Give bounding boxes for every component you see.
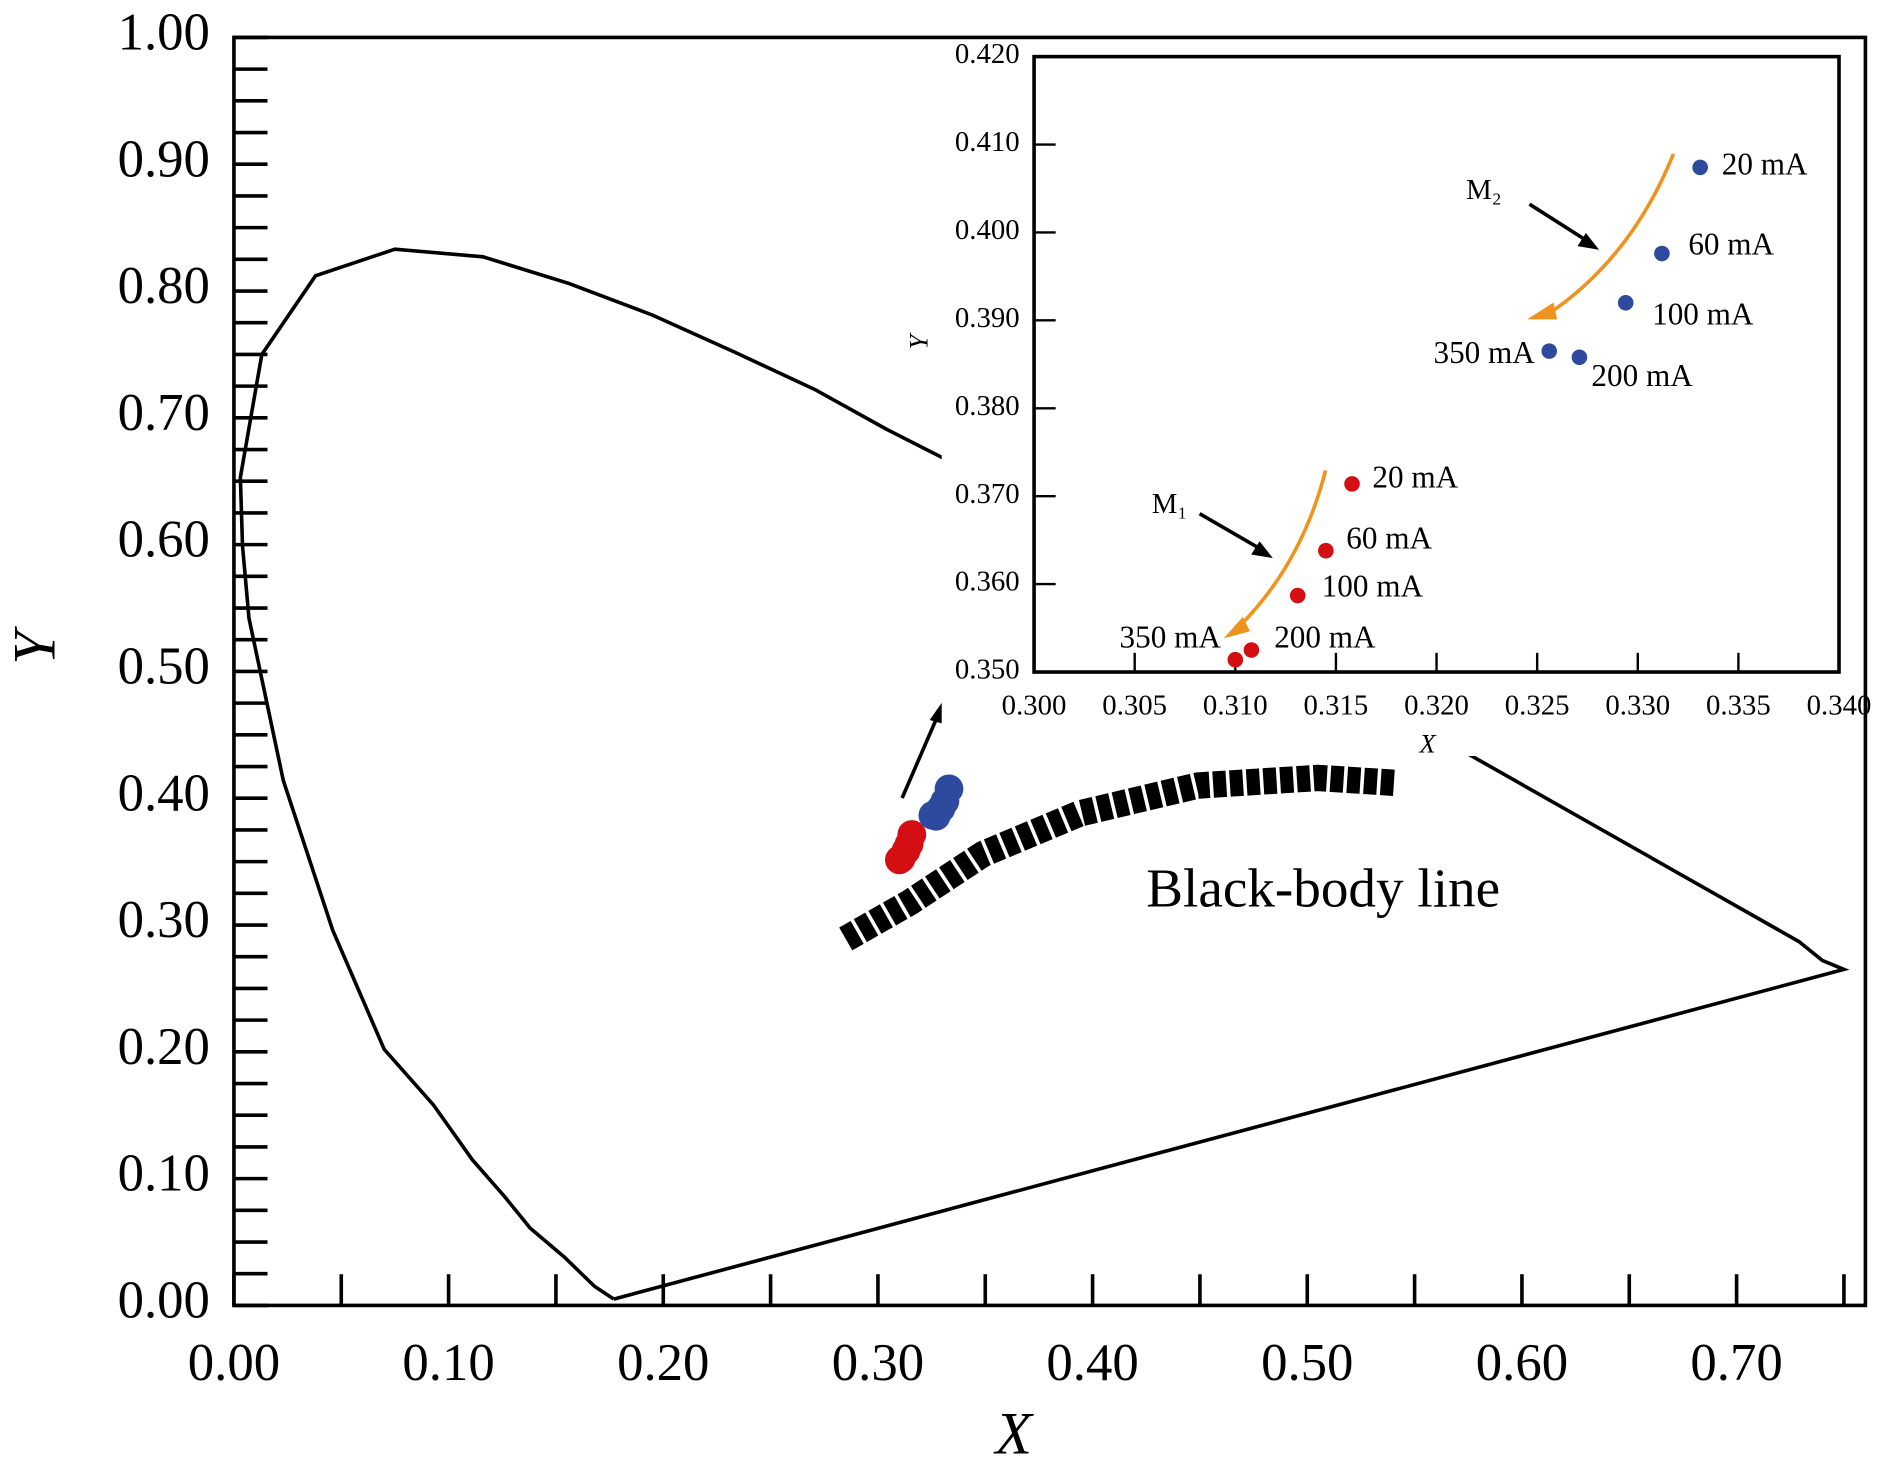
y-tick-label: 0.40 (118, 764, 210, 822)
inset-point (1243, 642, 1260, 658)
inset-point (1227, 651, 1244, 668)
name-pointer-head (1251, 541, 1273, 559)
inset-x-axis-label: X (1418, 728, 1436, 758)
series-name: M₂ (1466, 174, 1502, 206)
name-pointer (1198, 512, 1261, 551)
main-point (918, 800, 948, 830)
black-body-label: Black-body line (1146, 858, 1500, 919)
point-label: 20 mA (1722, 147, 1808, 182)
inset-y-tick-label: 0.380 (955, 390, 1020, 422)
point-label: 350 mA (1120, 620, 1222, 655)
trend-arrowhead (1527, 302, 1558, 320)
y-tick-label: 0.10 (118, 1145, 210, 1203)
trend-arrowhead (1223, 616, 1251, 639)
y-tick-label: 0.50 (118, 638, 210, 696)
point-label: 100 mA (1652, 296, 1754, 331)
inset-x-tick-label: 0.315 (1304, 690, 1369, 722)
inset-x-tick-label: 0.320 (1404, 690, 1469, 722)
inset-x-tick-label: 0.305 (1102, 690, 1167, 722)
inset-plot: 0.300 0.305 0.310 0.315 0.320 0.325 0.330 0.335… (903, 38, 1871, 758)
inset-point (1617, 294, 1634, 311)
point-label: 200 mA (1274, 620, 1376, 655)
name-pointer-head (1577, 232, 1600, 250)
inset-point (1289, 587, 1306, 604)
y-tick-label: 0.90 (118, 130, 210, 188)
point-label: 20 mA (1372, 459, 1458, 494)
name-pointer (1528, 202, 1587, 242)
inset-point (1344, 476, 1360, 492)
point-label: 200 mA (1591, 358, 1693, 393)
inset-point (1692, 159, 1708, 176)
y-tick-label: 0.30 (118, 891, 210, 949)
y-tick-label: 0.60 (118, 511, 210, 569)
y-axis-label: Y (2, 626, 68, 665)
inset-x-tick-label: 0.335 (1706, 690, 1771, 722)
main-plot: Black-body line 0.00 0.10 0.20 0.30 0.40 0.50 0… (2, 4, 1868, 1467)
inset-point (1571, 349, 1588, 366)
y-tick-label: 1.00 (118, 4, 210, 62)
point-label: 60 mA (1346, 520, 1432, 555)
inset-y-tick-label: 0.370 (955, 478, 1020, 510)
point-label: 350 mA (1433, 335, 1535, 370)
inset-x-tick-label: 0.325 (1505, 690, 1570, 722)
trend-arrow (1546, 153, 1676, 317)
inset-background (941, 45, 1854, 756)
x-axis-label: X (993, 1401, 1034, 1467)
x-tick-label: 0.60 (1476, 1334, 1568, 1392)
x-tick-label: 0.70 (1690, 1334, 1782, 1392)
y-tick-label: 0.00 (118, 1272, 210, 1330)
inset-x-tick-label: 0.310 (1203, 690, 1268, 722)
inset-y-tick-label: 0.390 (955, 302, 1020, 334)
x-tick-label: 0.30 (832, 1334, 924, 1392)
y-tick-label: 0.80 (118, 257, 210, 315)
inset-y-tick-label: 0.420 (955, 38, 1020, 70)
inset-y-tick-label: 0.350 (955, 654, 1020, 686)
x-tick-label: 0.00 (188, 1334, 280, 1392)
inset-x-tick-label: 0.300 (1002, 690, 1067, 722)
inset-y-axis-label: Y (903, 331, 933, 349)
inset-y-tick-label: 0.360 (955, 566, 1020, 598)
inset-x-tick-label: 0.340 (1807, 690, 1872, 722)
inset-x-tick-label: 0.330 (1605, 690, 1670, 722)
y-tick-label: 0.20 (118, 1018, 210, 1076)
main-point (885, 845, 914, 875)
x-tick-label: 0.10 (402, 1334, 494, 1392)
inset-point (1654, 245, 1670, 262)
y-tick-label: 0.70 (118, 384, 210, 442)
inset-y-tick-label: 0.400 (955, 214, 1020, 246)
inset-y-tick-label: 0.410 (955, 126, 1020, 158)
point-label: 100 mA (1322, 569, 1424, 604)
x-tick-label: 0.50 (1261, 1334, 1353, 1392)
x-tick-label: 0.20 (617, 1334, 709, 1392)
zoom-arrow (900, 716, 939, 799)
inset-point (1318, 542, 1334, 559)
series-name: M₁ (1152, 488, 1188, 520)
black-body-line (839, 764, 1399, 951)
trend-arrow (1237, 470, 1328, 628)
inset-point (1541, 343, 1558, 359)
x-tick-label: 0.40 (1046, 1334, 1138, 1392)
point-label: 60 mA (1688, 227, 1774, 262)
